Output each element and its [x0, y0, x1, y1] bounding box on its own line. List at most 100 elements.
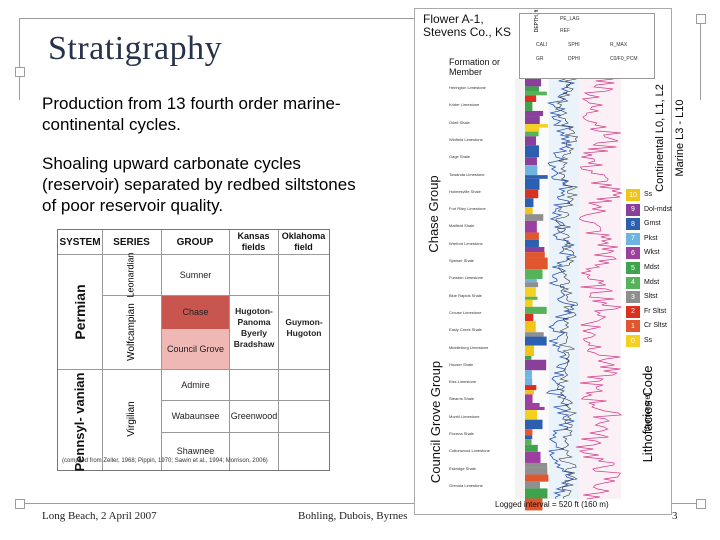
page-number: 3	[672, 510, 678, 522]
facies-bar	[525, 439, 532, 445]
field-byerly: Byerly	[241, 328, 267, 338]
frame-corner-square	[15, 67, 25, 77]
formation-label: Grenola Limestone	[449, 482, 483, 488]
header-group: GROUP	[176, 236, 214, 248]
curve-header: PE_LAG REF CALI SPHI R_MAX GR DPHI C0/F0…	[519, 13, 655, 79]
facies-bar	[525, 481, 540, 489]
facies-code-swatch: 0	[626, 335, 640, 347]
facies-bars	[525, 79, 549, 511]
facies-bar	[525, 385, 537, 391]
frame-line-left	[19, 18, 20, 100]
facies-code-label: Gmst	[644, 220, 661, 228]
facies-code-swatch: 10	[626, 189, 640, 201]
facies-code-label: Sltst	[644, 293, 658, 301]
facies-bar	[525, 394, 533, 403]
facies-bar	[525, 402, 540, 407]
group-admire: Admire	[181, 379, 210, 390]
formation-label: Florena Shale	[449, 431, 474, 436]
facies-bar	[525, 175, 548, 179]
footer-authors: Bohling, Dubois, Byrnes	[298, 510, 408, 522]
facies-bar	[525, 498, 543, 511]
facies-bar	[525, 287, 536, 297]
facies-bar	[525, 136, 537, 146]
depth-track	[515, 79, 525, 499]
facies-code-swatch: 1	[626, 320, 640, 333]
bullet-text-2: Shoaling upward carbonate cycles (reserv…	[42, 154, 356, 215]
facies-bar	[525, 239, 539, 247]
facies-bar	[525, 257, 548, 270]
facies-code-swatch: 4	[626, 276, 640, 289]
slide-title: Stratigraphy	[48, 30, 223, 67]
formation-label: Eiss Limestone	[449, 379, 477, 385]
gamma-ray-curve	[545, 78, 576, 500]
resistivity-curve	[575, 78, 623, 500]
formation-label: Cottonwood Limestone	[449, 448, 490, 454]
formation-label: Easly Creek Shale	[449, 327, 482, 333]
facies-bar	[525, 278, 537, 283]
field-bradshaw: Bradshaw	[233, 339, 275, 349]
facies-bar	[525, 79, 542, 87]
facies-code-label: Wkst	[644, 249, 660, 257]
facies-code-swatch: 8	[626, 218, 640, 231]
bullet-text-1: Production from 13 fourth order marine-c…	[42, 94, 341, 134]
facies-bar	[525, 467, 548, 475]
facies-bar	[525, 220, 537, 233]
formation-label: Speiser Shale	[449, 258, 474, 263]
marine-label: Marine L3 - L10	[674, 99, 686, 177]
facies-bar	[525, 127, 539, 132]
facies-bar	[525, 124, 548, 128]
chase-group-label: Chase Group	[425, 175, 441, 253]
facies-bar	[525, 189, 539, 199]
facies-bar	[525, 296, 538, 300]
facies-bar	[525, 429, 533, 436]
facies-bar	[525, 207, 533, 215]
facies-code-swatch: 7	[626, 232, 640, 245]
frame-line-top	[19, 18, 414, 19]
facies-bar	[525, 435, 533, 440]
formation-label: Gage Shale	[449, 154, 471, 160]
facies-code-swatch: 5	[626, 262, 640, 274]
group-chase: Chase	[162, 296, 229, 329]
facies-bar	[525, 306, 547, 314]
facies-bar	[525, 336, 547, 346]
facies-bar	[525, 377, 533, 386]
series-wolfcampian: Wolfcampian	[125, 303, 137, 361]
facies-bar	[525, 214, 544, 221]
series-virgilian: Virgilian	[125, 401, 137, 437]
formation-label: Fort Riley Limestone	[449, 206, 486, 212]
field-hugoton-panoma: Hugoton-Panoma	[235, 306, 273, 327]
formation-label: Funston Limestone	[449, 275, 484, 281]
field-greenwood: Greenwood	[230, 411, 278, 421]
facies-code-swatch: 3	[626, 291, 640, 304]
frame-corner-square-right	[696, 14, 706, 24]
formation-label: Towanda Limestone	[449, 171, 485, 177]
formation-label: Matfield Shale	[449, 223, 475, 229]
header-kansas-fields: Kansas fields	[237, 231, 270, 252]
facies-bar	[525, 157, 537, 166]
facies-code-label: Fr Sltst	[644, 307, 667, 315]
facies-code-label: Mdst	[644, 264, 660, 271]
field-guymon-hugoton: Guymon-Hugoton	[285, 317, 323, 338]
facies-code-label: Dol-mdst	[644, 205, 673, 213]
facies-bar	[525, 116, 540, 125]
facies-bar	[525, 406, 545, 411]
table-credit: (compiled from Zeller, 1968; Pippin, 197…	[62, 458, 268, 464]
group-wabaunsee: Wabaunsee	[171, 411, 220, 421]
formation-label: Crouse Limestone	[449, 309, 482, 315]
log-curves	[515, 78, 623, 511]
well-title: Flower A-1, Stevens Co., KS	[423, 13, 511, 39]
facies-code-label: Cr Sltst	[644, 322, 667, 330]
facies-code-label: Mdst	[644, 278, 660, 286]
facies-bar	[525, 462, 548, 468]
formation-label: Krider Limestone	[449, 102, 480, 108]
facies-bar	[525, 131, 539, 137]
facies-code-label: Pkst	[644, 234, 658, 242]
facies-bar	[525, 345, 535, 357]
formation-label: Stearns Shale	[449, 396, 475, 402]
facies-bar	[525, 410, 538, 420]
formation-label: Eskridge Shale	[449, 465, 476, 471]
facies-bar	[525, 178, 540, 190]
facies-bar	[525, 444, 538, 452]
group-sumner: Sumner	[179, 269, 212, 280]
formation-label: Holmesville Shale	[449, 188, 481, 194]
